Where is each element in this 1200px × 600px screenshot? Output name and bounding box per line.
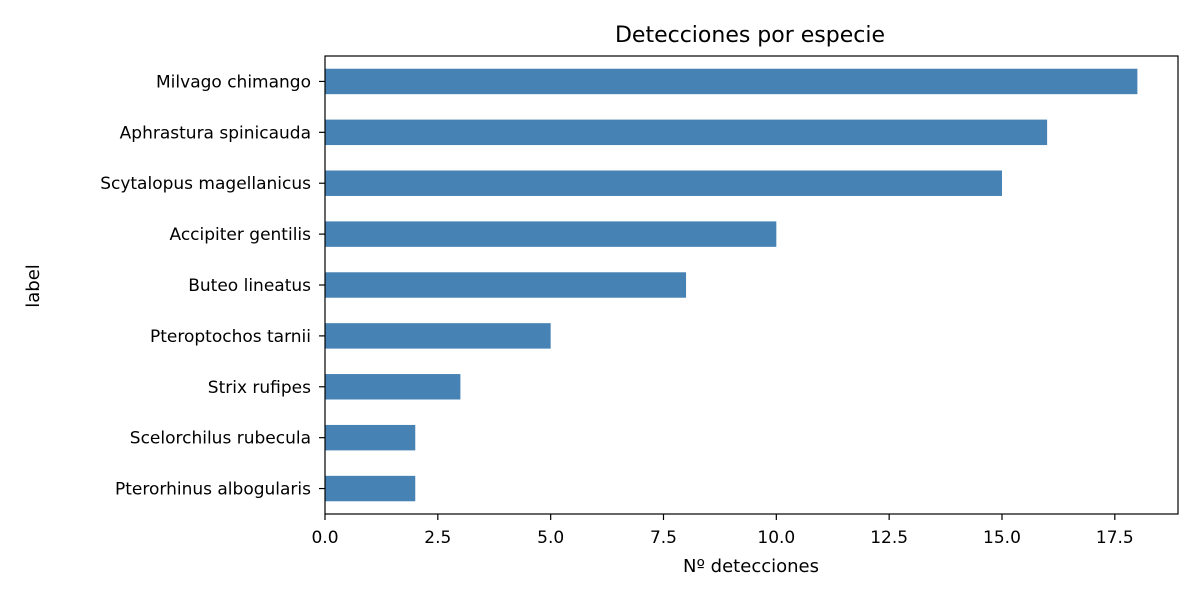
y-tick-label: Aphrastura spinicauda <box>120 123 311 143</box>
y-tick-label: Pterorhinus albogularis <box>115 480 311 500</box>
y-axis-label: label <box>23 264 44 308</box>
y-axis-ticks: Milvago chimango Aphrastura spinicauda Scy… <box>100 72 325 500</box>
bar-milvago-chimango <box>325 68 1138 95</box>
y-tick-label: Pteroptochos tarnii <box>150 327 311 347</box>
x-tick-label: 17.5 <box>1096 528 1134 548</box>
x-tick-label: 12.5 <box>870 528 908 548</box>
x-tick-label: 5.0 <box>537 528 564 548</box>
bar-pteroptochos-tarnii <box>325 323 551 349</box>
y-tick-label: Accipiter gentilis <box>170 225 312 245</box>
plot-frame <box>324 55 1179 515</box>
x-tick-label: 7.5 <box>650 528 677 548</box>
chart-title: Detecciones por especie <box>615 23 885 48</box>
bar-scelorchilus-rubecula <box>325 424 416 451</box>
bar-strix-rufipes <box>325 374 461 400</box>
x-tick-label: 15.0 <box>983 528 1021 548</box>
x-tick-label: 0.0 <box>311 528 338 548</box>
bar-accipiter-gentilis <box>325 221 777 247</box>
y-tick-label: Scelorchilus rubecula <box>130 429 311 449</box>
x-axis-label: Nº detecciones <box>683 556 819 577</box>
y-tick-label: Scytalopus magellanicus <box>100 174 311 194</box>
y-tick-label: Strix rufipes <box>208 378 311 398</box>
bar-pterorhinus-albogularis <box>325 475 416 502</box>
bar-buteo-lineatus <box>325 272 687 298</box>
x-tick-label: 10.0 <box>757 528 795 548</box>
x-axis-ticks: 0.0 2.5 5.0 7.5 10.0 12.5 15.0 17.5 <box>311 514 1134 548</box>
y-tick-label: Milvago chimango <box>156 72 311 92</box>
bars-group <box>325 68 1138 502</box>
x-tick-label: 2.5 <box>424 528 451 548</box>
bar-scytalopus-magellanicus <box>325 170 1002 196</box>
y-tick-label: Buteo lineatus <box>188 276 311 296</box>
bar-aphrastura-spinicauda <box>325 119 1048 146</box>
